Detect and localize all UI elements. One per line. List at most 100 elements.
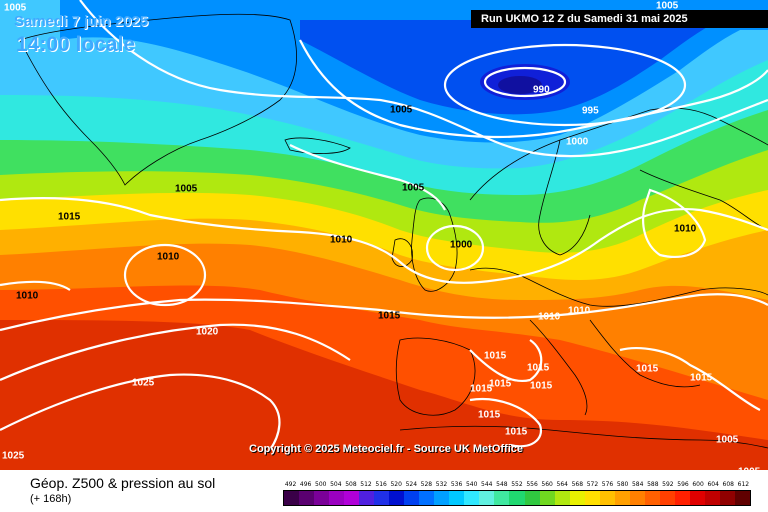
isobar-label: 1005 xyxy=(716,434,739,445)
legend-value: 596 xyxy=(677,481,689,488)
isobar-label: 1020 xyxy=(196,326,219,337)
legend-swatch xyxy=(494,491,510,505)
isobar-1025 xyxy=(0,373,281,451)
forecast-time: 14:00 locale xyxy=(16,33,136,56)
legend-value: 504 xyxy=(330,481,342,488)
legend-value: 492 xyxy=(284,481,297,488)
legend-value: 516 xyxy=(375,481,387,488)
isobar-1015 xyxy=(0,293,768,332)
legend-value: 580 xyxy=(616,481,629,488)
isobar-1020 xyxy=(0,323,351,382)
isobar-label: 1005 xyxy=(390,104,413,115)
isobar-1000-north xyxy=(299,39,768,139)
legend-swatch xyxy=(479,491,495,505)
isobar-label: 1025 xyxy=(2,450,25,461)
legend-swatch xyxy=(614,491,630,505)
legend-swatch xyxy=(314,491,330,505)
isobar-label: 1015 xyxy=(470,383,493,394)
legend-swatch xyxy=(284,491,300,505)
legend-swatch xyxy=(449,491,465,505)
legend-value: 532 xyxy=(435,481,448,488)
legend-value: 552 xyxy=(511,481,523,488)
isobar-label: 1015 xyxy=(530,380,553,391)
low-center xyxy=(498,76,542,94)
legend-value: 560 xyxy=(541,481,553,488)
isobar-label: 995 xyxy=(582,105,599,116)
isobar-label: 1010 xyxy=(568,305,591,316)
isobar-label: 1015 xyxy=(505,426,528,437)
legend-value: 612 xyxy=(737,481,750,488)
isobar-1005-b xyxy=(289,144,446,211)
legend-swatch xyxy=(434,491,450,505)
isobar-label: 1010 xyxy=(16,290,39,301)
legend-value: 588 xyxy=(647,481,659,488)
legend-value: 496 xyxy=(299,481,312,488)
legend-value: 600 xyxy=(692,481,704,488)
legend-swatch xyxy=(539,491,555,505)
legend-value: 604 xyxy=(707,481,719,488)
legend-swatch xyxy=(389,491,405,505)
legend-swatch xyxy=(674,491,690,505)
isobar-label: 990 xyxy=(533,84,550,95)
isobar-label: 1010 xyxy=(330,234,353,245)
isobar-1015-balkans xyxy=(619,347,761,411)
weather-map: 1005 990 995 1000 1005 1005 1005 1015 10… xyxy=(0,0,768,470)
isobar-label: 1000 xyxy=(450,239,473,250)
legend-swatch xyxy=(404,491,420,505)
isobar-1010 xyxy=(0,197,768,284)
legend-swatch xyxy=(659,491,675,505)
isobar-label: 1015 xyxy=(636,363,659,374)
isobar-label: 1000 xyxy=(566,136,589,147)
isobars xyxy=(0,0,768,451)
legend-swatch xyxy=(689,491,705,505)
isobar-label: 1010 xyxy=(538,311,561,322)
isobar-label: 1010 xyxy=(157,251,180,262)
isobar-990 xyxy=(483,66,567,98)
legend-swatch xyxy=(569,491,585,505)
legend-swatch xyxy=(509,491,525,505)
legend-swatch xyxy=(584,491,600,505)
isobar-1010-atl xyxy=(123,243,207,307)
isobar-1010-west xyxy=(0,280,71,291)
legend-swatch xyxy=(629,491,645,505)
legend-swatch xyxy=(464,491,480,505)
legend-value: 544 xyxy=(481,481,493,488)
legend-value: 556 xyxy=(526,481,538,488)
copyright-notice: Copyright © 2025 Meteociel.fr - Source U… xyxy=(249,443,523,455)
isobar-label: 1005 xyxy=(402,182,425,193)
isobar-1010-east xyxy=(642,188,707,258)
isobar-1015-iberia xyxy=(469,339,543,383)
legend-swatch xyxy=(299,491,315,505)
isobar-label: 1025 xyxy=(132,377,155,388)
coastlines xyxy=(19,13,768,449)
legend-value: 524 xyxy=(405,481,418,488)
legend-swatch xyxy=(344,491,360,505)
legend-value: 564 xyxy=(556,481,568,488)
isobar-labels: 1005 990 995 1000 1005 1005 1005 1015 10… xyxy=(2,0,761,470)
map-title: Géop. Z500 & pression au sol xyxy=(30,475,216,491)
legend-value: 576 xyxy=(601,481,614,488)
isobar-995 xyxy=(443,43,687,127)
legend-swatch xyxy=(524,491,540,505)
isobar-label: 1015 xyxy=(690,372,713,383)
model-run-banner: Run UKMO 12 Z du Samedi 31 mai 2025 xyxy=(471,10,768,28)
forecast-lead-time: (+ 168h) xyxy=(30,493,72,505)
legend-value: 512 xyxy=(360,481,372,488)
isobar-1000-uk xyxy=(425,224,485,272)
isobar-label: 1015 xyxy=(489,378,512,389)
legend-value: 508 xyxy=(345,481,357,488)
color-legend xyxy=(283,490,751,506)
legend-swatch xyxy=(419,491,435,505)
legend-swatch xyxy=(734,491,750,505)
legend-swatch xyxy=(719,491,735,505)
isobar-label: 1010 xyxy=(674,223,697,234)
legend-swatch xyxy=(554,491,570,505)
legend-value: 584 xyxy=(631,481,644,488)
isobar-label: 1005 xyxy=(175,183,198,194)
legend-value: 520 xyxy=(390,481,402,488)
legend-swatch xyxy=(329,491,345,505)
isobar-label: 1015 xyxy=(478,409,501,420)
legend-value: 568 xyxy=(571,481,584,488)
legend-swatch xyxy=(374,491,390,505)
